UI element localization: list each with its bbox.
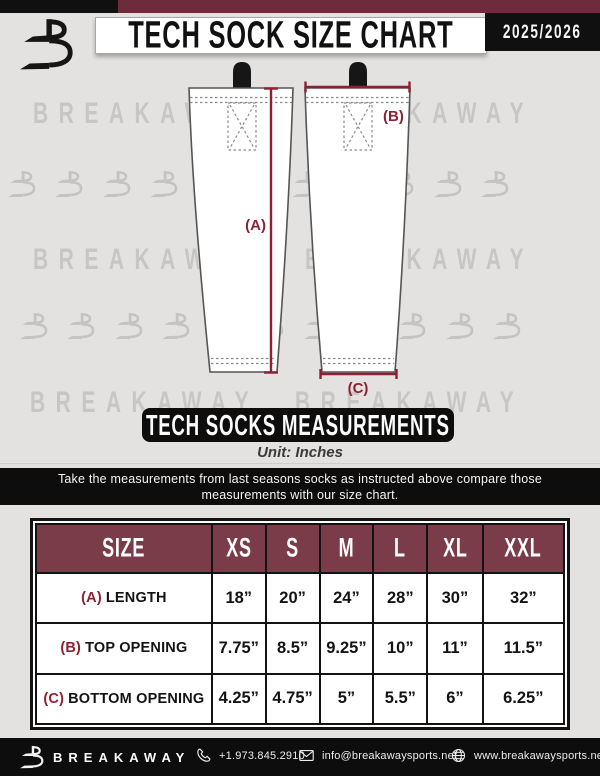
watermark-text-row-2b: BREAKAWAY: [305, 243, 600, 277]
col-header-xxl: XXL: [481, 523, 566, 574]
watermark-text-row-1b: BREAKAWAY: [305, 97, 600, 131]
value-cell: 11.5”: [481, 622, 566, 675]
col-header-xl: XL: [426, 523, 484, 574]
top-strip-maroon: [118, 0, 600, 13]
breakaway-monogram-icon: [6, 170, 36, 198]
footer-website: www.breakawaysports.net: [450, 747, 600, 764]
value-cell: 18”: [210, 571, 267, 625]
value-cell: 5.5”: [372, 672, 429, 726]
value-cell: 32”: [481, 571, 566, 625]
breakaway-monogram-icon: [113, 312, 143, 340]
watermark-word: BREAKAWAY: [305, 97, 535, 130]
breakaway-monogram-icon: [255, 312, 284, 340]
col-header-m: M: [318, 523, 375, 574]
value-cell: 9.25”: [318, 622, 375, 675]
value-cell: 30”: [426, 571, 484, 625]
season-label: 2025/2026: [503, 20, 582, 43]
footer-email-address: info@breakawaysports.net: [322, 749, 458, 762]
page-title: TECH SOCK SIZE CHART: [128, 13, 454, 57]
footer-phone-number: +1.973.845.2910: [219, 749, 305, 762]
breakaway-monogram-icon: [384, 170, 414, 198]
value-cell: 11”: [426, 622, 484, 675]
footer-brand: BREAKAWAY: [20, 744, 190, 770]
watermark-logo-row-1: [6, 170, 511, 198]
globe-icon: [451, 748, 466, 763]
left-sock-hanger-tab: [233, 62, 251, 91]
envelope-icon: [299, 749, 314, 762]
value-cell: 6”: [426, 672, 484, 726]
phone-icon: [197, 748, 211, 762]
row-label-cell: (C) BOTTOM OPENING: [35, 672, 213, 726]
measurements-banner: TECH SOCKS MEASUREMENTS: [142, 408, 454, 442]
instruction-line-2: measurements with our size chart.: [201, 487, 399, 502]
footer-website-url: www.breakawaysports.net: [474, 749, 600, 762]
breakaway-monogram-icon: [479, 170, 509, 198]
breakaway-monogram-icon: [432, 170, 462, 198]
breakaway-monogram-icon: [20, 744, 44, 770]
watermark-word: BREAKAWAY: [33, 97, 263, 130]
breakaway-monogram-icon: [349, 312, 379, 340]
title-bar: TECH SOCK SIZE CHART: [95, 14, 487, 56]
watermark-logo-row-2: [18, 312, 523, 340]
breakaway-monogram-icon: [444, 312, 474, 340]
top-strip-black: [0, 0, 118, 13]
value-cell: 10”: [372, 622, 429, 675]
row-label-cell: (B) TOP OPENING: [35, 622, 213, 675]
col-header-xs: XS: [210, 523, 267, 574]
breakaway-monogram-icon: [53, 170, 83, 198]
breakaway-monogram-icon: [290, 170, 320, 198]
breakaway-monogram-icon: [491, 312, 521, 340]
breakaway-monogram-icon: [18, 312, 48, 340]
footer-email: info@breakawaysports.net: [298, 747, 457, 764]
value-cell: 5”: [318, 672, 375, 726]
value-cell: 20”: [264, 571, 321, 625]
value-cell: 28”: [372, 571, 429, 625]
breakaway-monogram-icon: [160, 312, 190, 340]
watermark-word: BREAKAWAY: [305, 243, 535, 276]
instruction-bar: Take the measurements from last seasons …: [0, 468, 600, 505]
table-row-bottom-opening: (C) BOTTOM OPENING 4.25” 4.75” 5” 5.5” 6”…: [35, 672, 566, 726]
breakaway-monogram-icon: [337, 170, 367, 198]
season-box: 2025/2026: [485, 13, 600, 51]
label-a: (A): [245, 217, 266, 234]
breakaway-monogram-icon: [302, 312, 332, 340]
footer-phone: +1.973.845.2910: [195, 747, 305, 764]
value-cell: 4.25”: [210, 672, 267, 726]
breakaway-monogram-icon: [207, 312, 237, 340]
size-table: SIZE XS S M L XL XXL (A) LENGTH 18” 20” 2…: [35, 523, 566, 726]
col-header-s: S: [264, 523, 321, 574]
divider-line: [0, 463, 600, 464]
footer-brand-wordmark: BREAKAWAY: [53, 749, 191, 765]
value-cell: 4.75”: [264, 672, 321, 726]
breakaway-monogram-icon: [101, 170, 131, 198]
breakaway-monogram-icon: [20, 14, 74, 74]
col-header-size: SIZE: [35, 523, 213, 574]
value-cell: 6.25”: [481, 672, 566, 726]
size-table-container: SIZE XS S M L XL XXL (A) LENGTH 18” 20” 2…: [30, 518, 570, 730]
table-row-top-opening: (B) TOP OPENING 7.75” 8.5” 9.25” 10” 11” …: [35, 622, 566, 675]
value-cell: 7.75”: [210, 622, 267, 675]
breakaway-monogram-icon: [148, 170, 178, 198]
col-header-l: L: [372, 523, 429, 574]
table-row-length: (A) LENGTH 18” 20” 24” 28” 30” 32”: [35, 571, 566, 625]
watermark-word: BREAKAWAY: [33, 243, 263, 276]
measurements-banner-title: TECH SOCKS MEASUREMENTS: [146, 407, 450, 441]
footer-bar: BREAKAWAY +1.973.845.2910 info@breakaway…: [0, 738, 600, 776]
breakaway-monogram-icon: [65, 312, 95, 340]
breakaway-monogram-icon: [243, 170, 272, 198]
instruction-line-1: Take the measurements from last seasons …: [57, 471, 543, 486]
breakaway-monogram-icon: [195, 170, 225, 198]
right-sock-hanger-tab: [349, 62, 367, 91]
size-table-header-row: SIZE XS S M L XL XXL: [35, 523, 566, 574]
value-cell: 8.5”: [264, 622, 321, 675]
value-cell: 24”: [318, 571, 375, 625]
breakaway-monogram-icon: [396, 312, 426, 340]
unit-note: Unit: Inches: [257, 444, 343, 461]
row-label-cell: (A) LENGTH: [35, 571, 213, 625]
